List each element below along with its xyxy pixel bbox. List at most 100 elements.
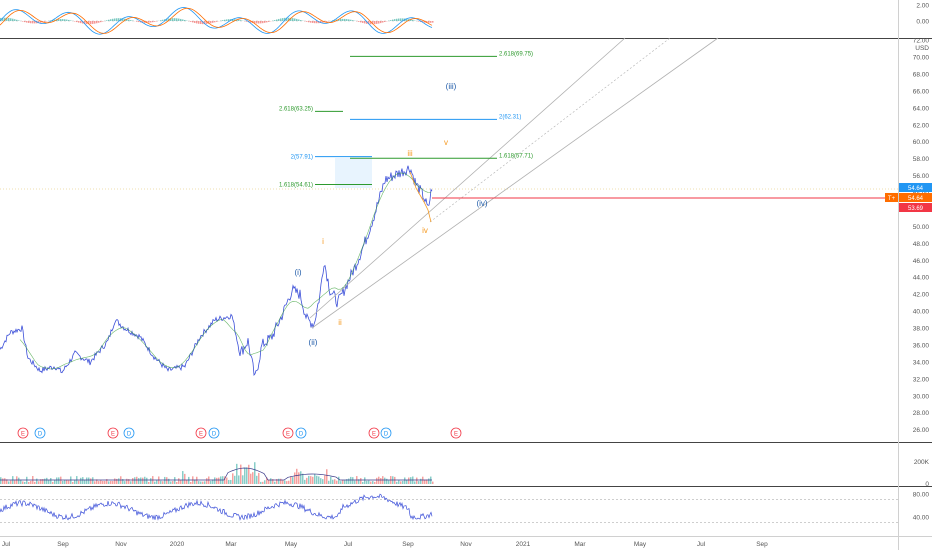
- histogram-bar: [74, 21, 76, 22]
- earnings-event-marker[interactable]: [17, 427, 29, 439]
- volume-bar: [106, 479, 108, 484]
- histogram-bar: [110, 19, 112, 21]
- volume-bar: [164, 476, 166, 484]
- volume-bar: [42, 479, 44, 484]
- earnings-event-marker[interactable]: [282, 427, 294, 439]
- dividend-event-marker[interactable]: [295, 427, 307, 439]
- price-axis-tick-label: 40.00: [913, 309, 930, 316]
- volume-bar: [162, 481, 164, 484]
- earnings-event-marker[interactable]: [450, 427, 462, 439]
- event-marker-label: E: [286, 432, 290, 438]
- volume-bar: [380, 477, 382, 484]
- histogram-bar: [240, 20, 242, 21]
- channel-upper-line[interactable]: [309, 37, 626, 319]
- histogram-bar: [424, 21, 426, 23]
- volume-bar: [306, 477, 308, 484]
- volume-bar: [210, 480, 212, 484]
- volume-bar: [72, 481, 74, 484]
- histogram-bar: [4, 17, 6, 21]
- histogram-bar: [422, 21, 424, 23]
- wave-label: (iii): [446, 82, 457, 91]
- price-axis-tick-label: 48.00: [913, 241, 930, 248]
- volume-bar: [136, 476, 138, 484]
- histogram-bar: [426, 21, 428, 23]
- channel-lower-line[interactable]: [311, 37, 719, 329]
- volume-bar: [370, 481, 372, 484]
- price-axis-tick-label: 30.00: [913, 393, 930, 400]
- histogram-bar: [296, 18, 298, 21]
- earnings-event-marker[interactable]: [195, 427, 207, 439]
- volume-bar: [262, 481, 264, 484]
- histogram-bar: [78, 21, 80, 23]
- volume-bar: [8, 481, 10, 484]
- volume-bar: [302, 473, 304, 484]
- price-badge-text: 53.69: [908, 206, 924, 212]
- volume-bar: [332, 479, 334, 484]
- volume-bar: [30, 480, 32, 484]
- volume-bar: [84, 480, 86, 484]
- volume-bar: [264, 480, 266, 484]
- histogram-bar: [114, 18, 116, 21]
- histogram-bar: [26, 21, 28, 23]
- price-axis-tick-label: 68.00: [913, 71, 930, 78]
- channel-middle-line[interactable]: [429, 37, 671, 223]
- volume-bar: [358, 479, 360, 484]
- time-axis-tick-label: Nov: [115, 541, 127, 548]
- price-badge: [899, 183, 932, 192]
- volume-bar: [132, 478, 134, 484]
- histogram-bar: [372, 21, 374, 25]
- volume-bar: [82, 477, 84, 484]
- target-zone-box[interactable]: [335, 158, 372, 188]
- wave-iv-projection-line[interactable]: [409, 171, 432, 223]
- rsi-line: [0, 493, 433, 521]
- histogram-bar: [8, 17, 10, 21]
- histogram-bar: [38, 21, 40, 24]
- histogram-bar: [382, 21, 384, 23]
- histogram-bar: [190, 21, 192, 22]
- event-marker-label: E: [199, 432, 203, 438]
- volume-bar: [40, 479, 42, 484]
- volume-bar: [300, 471, 302, 484]
- rsi-axis-tick-label: 80.00: [913, 491, 930, 498]
- histogram-bar: [284, 17, 286, 21]
- main-price-pane: [0, 40, 898, 442]
- price-axis-tick-label: 44.00: [913, 275, 930, 282]
- histogram-bar: [290, 17, 292, 21]
- volume-bar: [308, 475, 310, 484]
- volume-bar: [318, 476, 320, 484]
- volume-bar: [184, 473, 186, 484]
- volume-bar: [282, 480, 284, 484]
- volume-bar: [198, 481, 200, 484]
- fib-level-label: 1.618(57.71): [499, 153, 533, 159]
- dividend-event-marker[interactable]: [380, 427, 392, 439]
- volume-bar: [154, 481, 156, 484]
- dividend-event-marker[interactable]: [123, 427, 135, 439]
- histogram-bar: [338, 19, 340, 21]
- dividend-event-marker[interactable]: [34, 427, 46, 439]
- volume-bar: [36, 478, 38, 484]
- volume-bar: [340, 481, 342, 484]
- earnings-event-marker[interactable]: [107, 427, 119, 439]
- price-badge-text: 54.64: [908, 196, 924, 202]
- volume-bar: [394, 476, 396, 484]
- histogram-bar: [286, 17, 288, 21]
- price-axis-tick-label: 28.00: [913, 410, 930, 417]
- histogram-bar: [280, 18, 282, 21]
- volume-bar: [18, 477, 20, 484]
- dividend-event-marker[interactable]: [208, 427, 220, 439]
- volume-bar: [238, 475, 240, 484]
- volume-bar: [406, 479, 408, 484]
- histogram-bar: [334, 19, 336, 21]
- volume-bar: [170, 481, 172, 484]
- volume-bar: [396, 481, 398, 484]
- histogram-bar: [150, 21, 152, 23]
- earnings-event-marker[interactable]: [368, 427, 380, 439]
- histogram-bar: [14, 19, 16, 21]
- volume-bar: [240, 464, 242, 484]
- histogram-bar: [84, 21, 86, 24]
- histogram-bar: [138, 21, 140, 23]
- volume-bar: [336, 480, 338, 484]
- histogram-bar: [98, 21, 100, 23]
- volume-bar: [172, 481, 174, 484]
- histogram-bar: [202, 21, 204, 25]
